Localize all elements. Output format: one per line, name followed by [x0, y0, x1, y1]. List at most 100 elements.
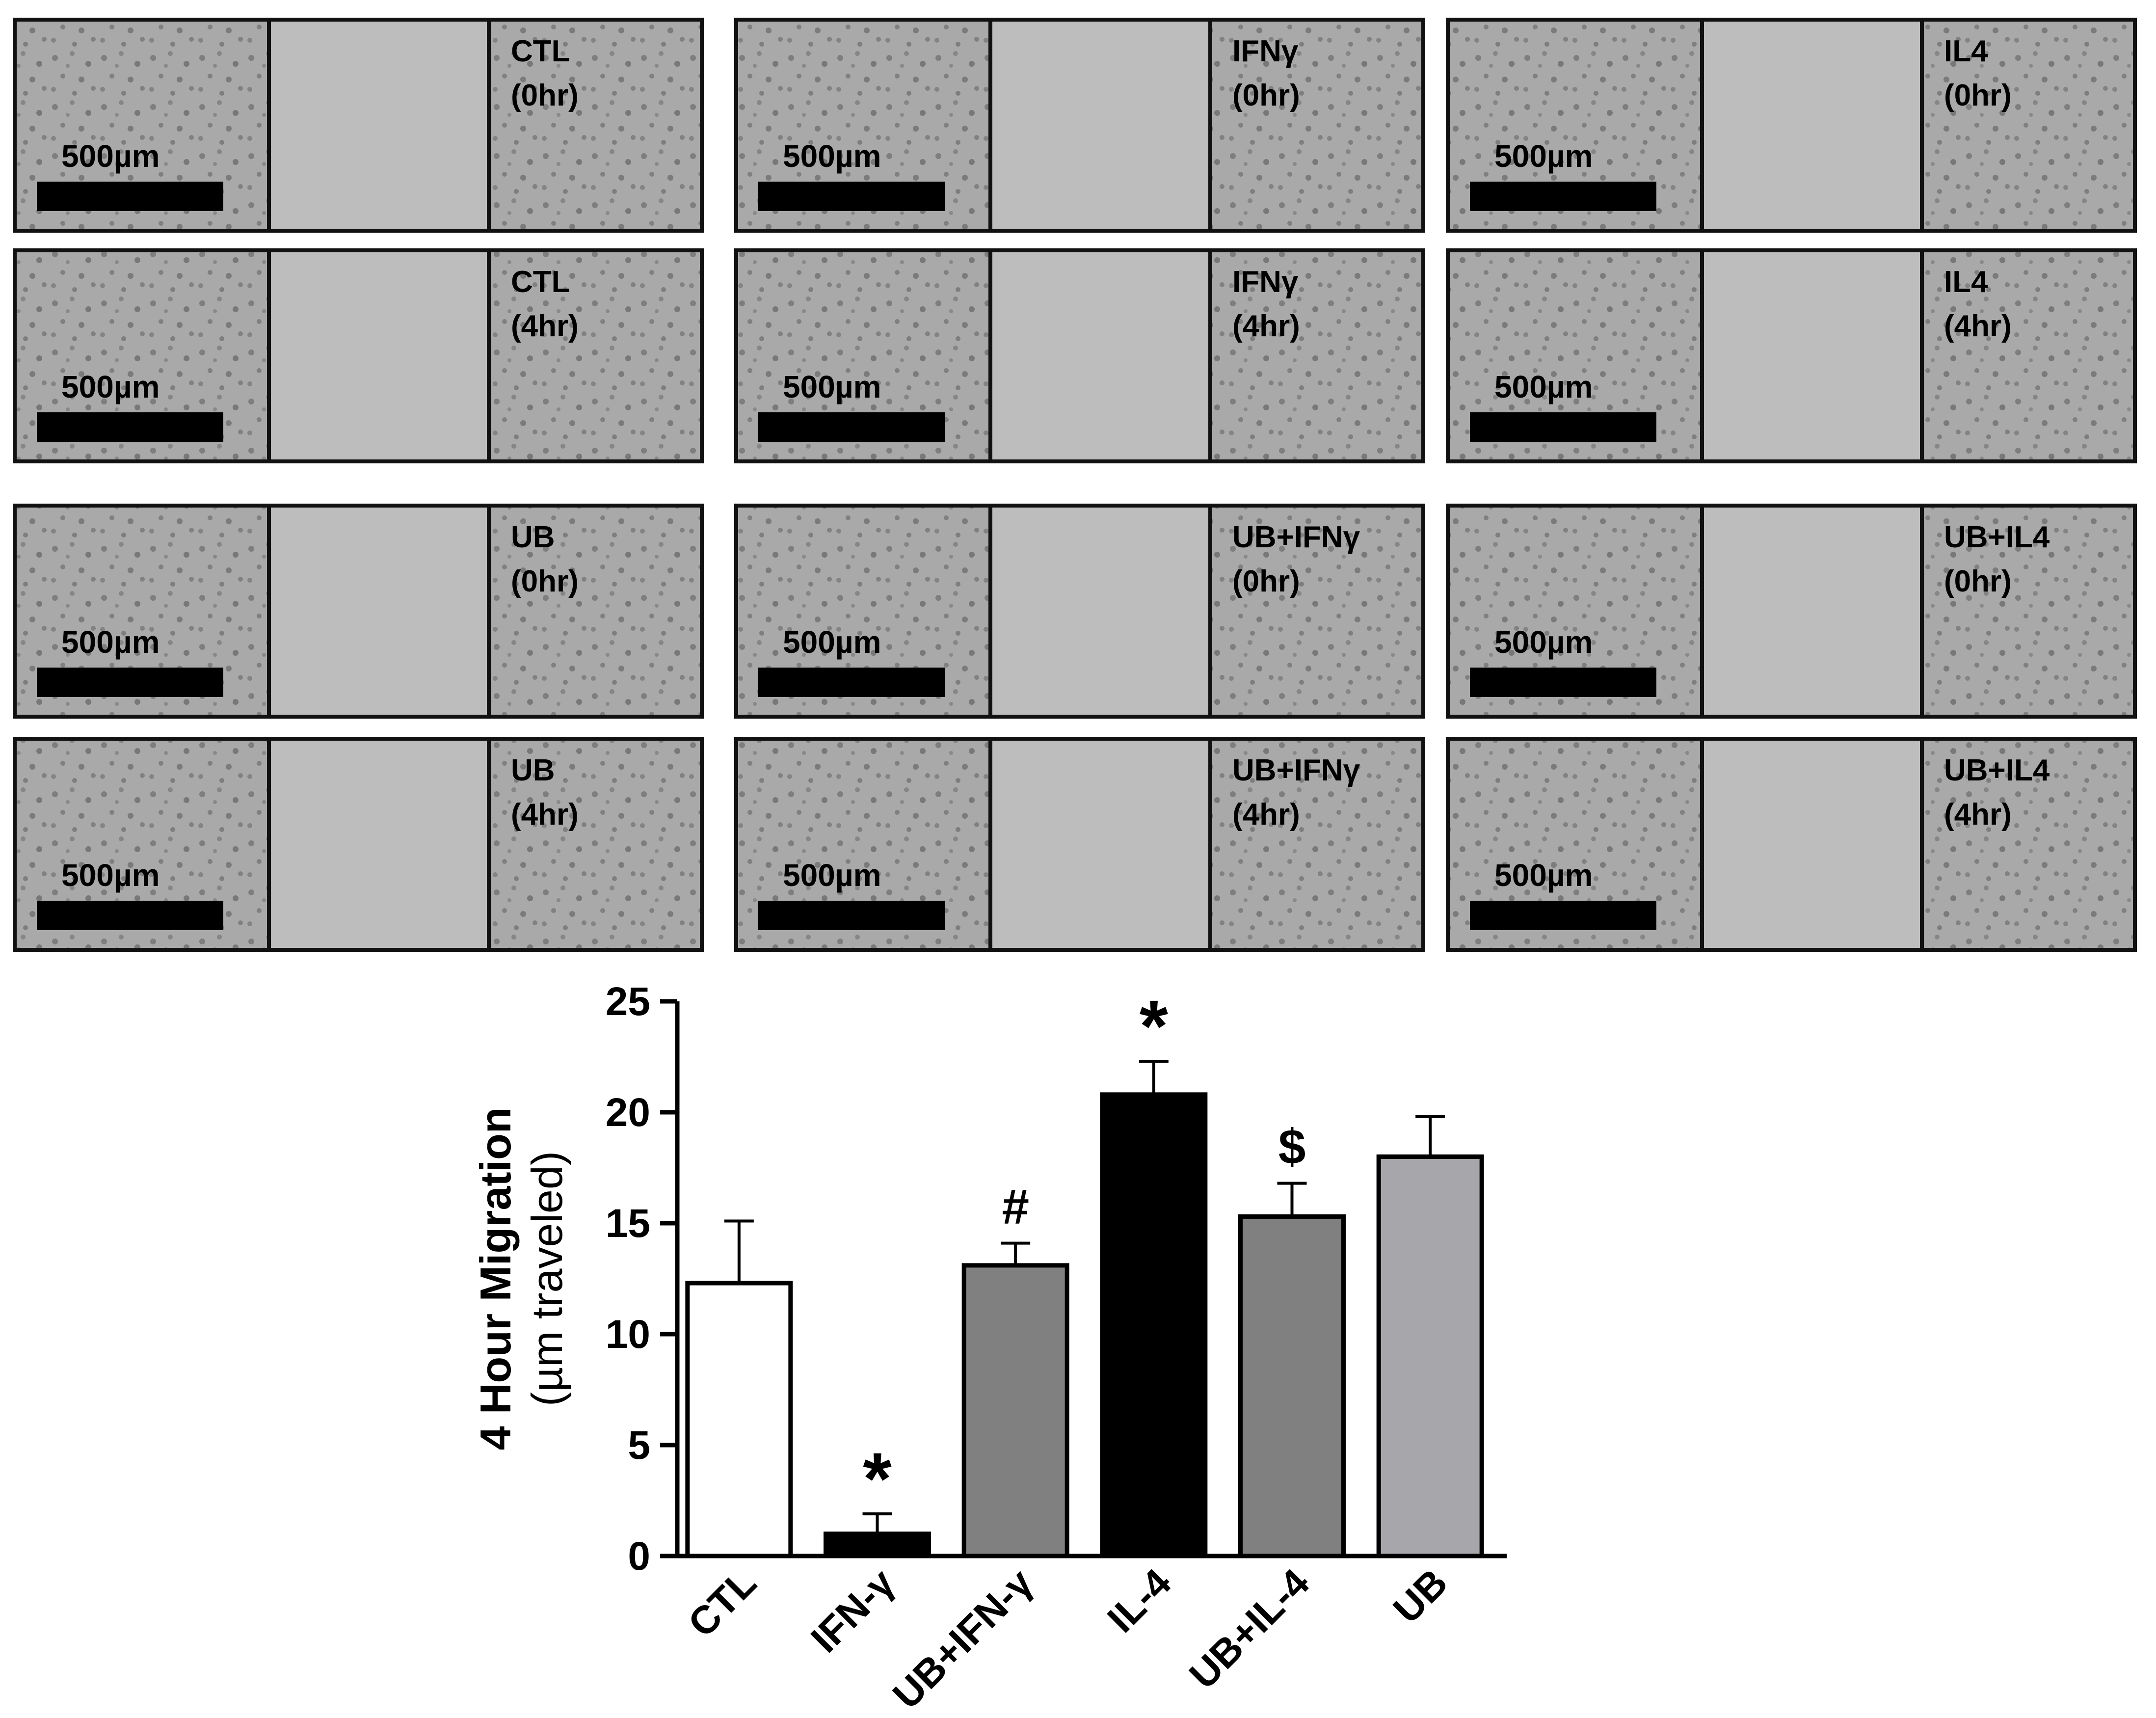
wound-area: [269, 250, 489, 461]
condition-label: UB: [511, 753, 555, 787]
significance-marker: #: [1002, 1180, 1029, 1235]
condition-label: IL4: [1944, 265, 1988, 299]
micrograph-border: [734, 737, 1425, 952]
scale-bar: [37, 412, 223, 442]
micrograph-panel: 500µm UB (0hr): [13, 504, 704, 719]
wound-area: [269, 506, 489, 717]
x-tick-label-group: CTL: [680, 1560, 765, 1645]
y-tick-label: 15: [606, 1201, 650, 1246]
scale-bar-label: 500µm: [783, 369, 881, 404]
micrograph-border: [734, 18, 1425, 233]
scale-bar: [758, 182, 945, 211]
x-tick-label-group: UB+IFN-γ: [884, 1560, 1041, 1717]
wound-area: [990, 506, 1210, 717]
micrograph-panel: 500µm IFNγ (4hr): [734, 248, 1425, 463]
scale-bar: [758, 901, 945, 930]
x-tick-label-group: IL-4: [1099, 1560, 1179, 1641]
condition-label: CTL: [511, 34, 570, 68]
timepoint-label: (0hr): [1944, 564, 2012, 598]
condition-label: UB+IL4: [1944, 520, 2050, 554]
micrograph-border: [1446, 248, 2137, 463]
wound-area: [1702, 20, 1922, 231]
scale-bar-label: 500µm: [1494, 624, 1593, 660]
condition-label: IFNγ: [1232, 34, 1299, 68]
scale-bar: [37, 901, 223, 930]
significance-marker: *: [1140, 985, 1169, 1067]
timepoint-label: (0hr): [511, 564, 579, 598]
timepoint-label: (4hr): [1232, 798, 1300, 832]
micrograph-border: [13, 18, 704, 233]
x-tick-label-group: UB: [1385, 1560, 1456, 1632]
x-tick-label-group: IFN-γ: [802, 1560, 903, 1661]
y-tick-label: 0: [628, 1534, 650, 1579]
x-tick-label: CTL: [680, 1560, 765, 1645]
wound-area: [1702, 250, 1922, 461]
scale-bar: [37, 182, 223, 211]
condition-label: UB: [511, 520, 555, 554]
scale-bar-label: 500µm: [1494, 369, 1593, 404]
condition-label: IFNγ: [1232, 265, 1299, 299]
bar-CTL: [685, 1281, 793, 1558]
scale-bar-label: 500µm: [61, 624, 160, 660]
micrograph-border: [13, 504, 704, 719]
timepoint-label: (4hr): [511, 798, 579, 832]
micrograph-border: [734, 504, 1425, 719]
y-tick-label: 25: [606, 979, 650, 1024]
scale-bar-label: 500µm: [61, 138, 160, 174]
micrograph-border: [1446, 737, 2137, 952]
timepoint-label: (0hr): [1944, 79, 2012, 112]
scale-bar-label: 500µm: [61, 858, 160, 893]
scale-bar-label: 500µm: [61, 369, 160, 404]
scale-bar-label: 500µm: [1494, 858, 1593, 893]
bar-IL-4: [1100, 1092, 1208, 1558]
bar-UB+IFN-γ: [961, 1263, 1069, 1558]
micrograph-panel: 500µm UB (4hr): [13, 737, 704, 952]
timepoint-label: (4hr): [1944, 798, 2012, 832]
x-tick-label: IFN-γ: [802, 1560, 903, 1661]
micrograph-panel: 500µm IL4 (4hr): [1446, 248, 2137, 463]
micrograph-grid: 500µm CTL (0hr) 500µm CTL (4hr) 500µm IFNγ (0hr)…: [13, 18, 2137, 952]
scale-bar-label: 500µm: [783, 858, 881, 893]
micrograph-border: [734, 248, 1425, 463]
scale-bar: [1470, 668, 1656, 697]
condition-label: UB+IL4: [1944, 753, 2050, 787]
significance-marker: *: [863, 1437, 892, 1520]
y-tick-label: 20: [606, 1090, 650, 1135]
micrograph-panel: 500µm CTL (4hr): [13, 248, 704, 463]
condition-label: IL4: [1944, 34, 1988, 68]
scale-bar: [758, 668, 945, 697]
x-tick-label: IL-4: [1099, 1560, 1179, 1641]
timepoint-label: (0hr): [511, 79, 579, 112]
micrograph-panel: 500µm UB+IFNγ (4hr): [734, 737, 1425, 952]
micrograph-border: [13, 248, 704, 463]
x-tick-label: UB+IFN-γ: [884, 1560, 1041, 1717]
micrograph-panel: 500µm UB+IFNγ (0hr): [734, 504, 1425, 719]
migration-bar-chart: 0 5 10 15 20 25 4 Hour Migration (µm traveled) C…: [471, 979, 1507, 1717]
y-axis-label: 4 Hour Migration: [471, 1107, 520, 1450]
timepoint-label: (4hr): [1944, 309, 2012, 343]
y-axis-label-units: (µm traveled): [523, 1151, 571, 1406]
scale-bar: [758, 412, 945, 442]
condition-label: CTL: [511, 265, 570, 299]
wound-area: [1702, 506, 1922, 717]
micrograph-border: [1446, 504, 2137, 719]
condition-label: UB+IFNγ: [1232, 753, 1360, 787]
scale-bar-label: 500µm: [783, 624, 881, 660]
bar-IFN-γ: [824, 1531, 931, 1558]
significance-marker: $: [1278, 1120, 1306, 1175]
wound-area: [990, 739, 1210, 950]
bar-UB: [1376, 1154, 1484, 1558]
scale-bar: [1470, 901, 1656, 930]
timepoint-label: (4hr): [511, 309, 579, 343]
bar-UB+IL-4: [1238, 1214, 1346, 1558]
micrograph-panel: 500µm IFNγ (0hr): [734, 18, 1425, 233]
scale-bar: [1470, 182, 1656, 211]
y-tick-label: 10: [606, 1312, 650, 1357]
micrograph-panel: 500µm UB+IL4 (4hr): [1446, 737, 2137, 952]
timepoint-label: (0hr): [1232, 564, 1300, 598]
wound-area: [990, 20, 1210, 231]
wound-area: [269, 20, 489, 231]
x-tick-label-group: UB+IL-4: [1181, 1560, 1318, 1697]
scale-bar-label: 500µm: [783, 138, 881, 174]
